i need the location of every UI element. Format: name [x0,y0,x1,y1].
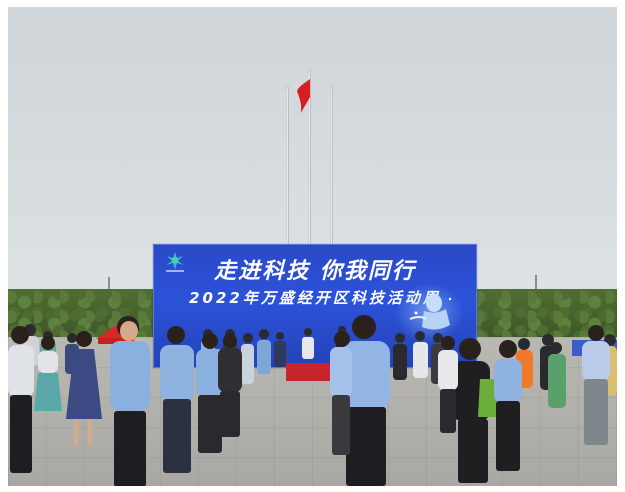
robot-figure-graphic [409,294,452,330]
pole-top [307,68,312,73]
flag-icon [297,79,310,113]
flag-pole-right [330,87,333,249]
street-lamp [535,275,537,295]
pole-top [329,84,334,89]
red-tent-base [98,338,134,344]
banner-title: 走进科技 你我同行 [214,259,416,284]
flag-pole-left [286,87,289,249]
street-lamp [108,277,110,295]
banner-subtitle: 2022年万盛经开区科技活动周 [189,289,441,307]
logo-icon [166,252,184,272]
flag-pole-center [308,71,311,249]
photo-frame: 走进科技 你我同行 2022年万盛经开区科技活动周 [8,7,617,486]
person [8,326,34,473]
crowd-foreground [8,315,610,486]
pole-top [285,84,290,89]
red-carpet [286,363,330,381]
